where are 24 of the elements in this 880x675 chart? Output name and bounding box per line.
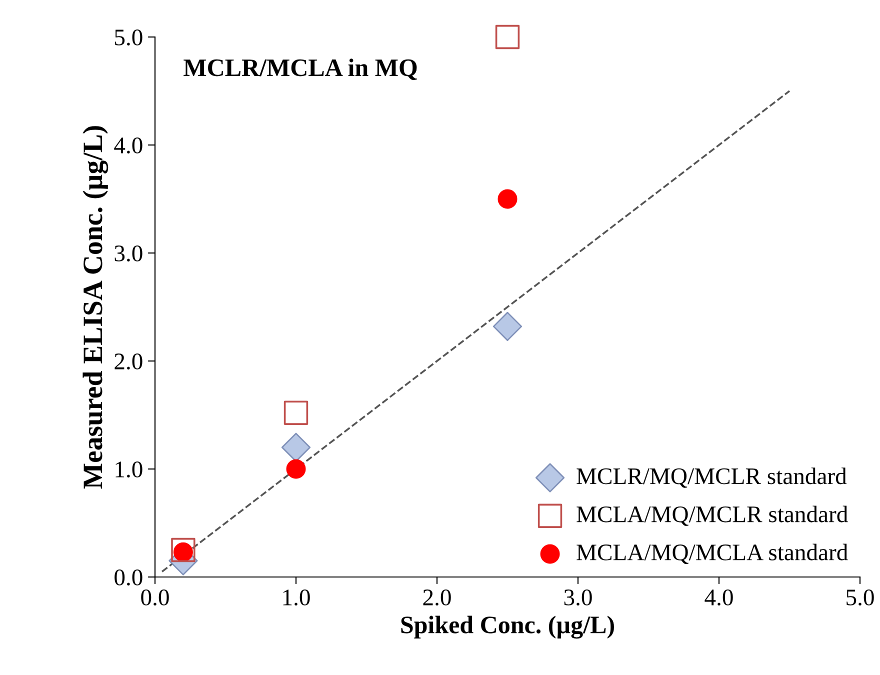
point: [498, 189, 518, 209]
y-tick-label: 5.0: [115, 29, 142, 46]
y-tick-label: 0.0: [114, 569, 142, 586]
x-tick-label: 4.0: [704, 589, 733, 606]
x-tick-label: 1.0: [283, 589, 310, 606]
point: [495, 24, 520, 50]
point: [492, 312, 522, 342]
point: [284, 400, 308, 425]
y-tick-label: 3.0: [114, 245, 142, 262]
x-tick-label: 2.0: [423, 589, 451, 606]
point: [286, 459, 306, 479]
y-tick-label: 2.0: [114, 353, 142, 370]
text: MCLR/MCLA in MQ: [184, 58, 417, 80]
x-tick-label: 3.0: [564, 589, 592, 606]
x-tick-label: 5.0: [846, 589, 874, 606]
legend-label: MCLA/MQ/MCLA standard: [576, 544, 848, 564]
y-tick-label: 4.0: [114, 137, 142, 154]
legend-label: MCLA/MQ/MCLR standard: [576, 506, 848, 526]
x-tick-label: 0.0: [141, 589, 169, 606]
y-tick-label: 1.0: [116, 461, 142, 478]
legend-label: MCLR/MQ/MCLR standard: [576, 468, 847, 488]
point: [171, 538, 196, 562]
x-axis-title: Spiked Conc. (µg/L): [401, 616, 614, 639]
y-axis-title: Measured ELISA Conc. (µg/L): [82, 126, 108, 489]
